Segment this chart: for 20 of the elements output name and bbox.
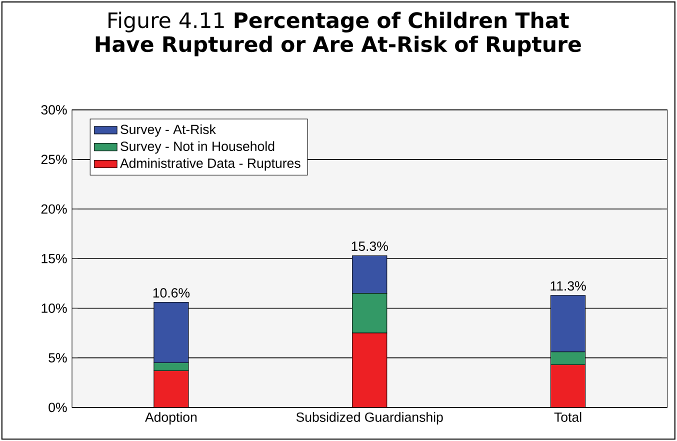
legend-label: Administrative Data - Ruptures xyxy=(120,158,300,171)
total-label: 11.3% xyxy=(550,281,586,291)
y-tick-label: 5% xyxy=(48,353,67,362)
y-tick-label: 25% xyxy=(41,154,67,164)
chart-title: Figure 4.11 Percentage of Children That Have Ruptured or Are At-Risk of Rupture xyxy=(96,12,581,56)
legend-label: Survey - At-Risk xyxy=(120,124,216,137)
x-tick-label: Subsidized Guardianship xyxy=(296,412,443,424)
x-tick-label: Total xyxy=(554,412,582,422)
total-label: 15.3% xyxy=(352,242,388,251)
y-tick-label: 20% xyxy=(41,204,67,214)
bar xyxy=(154,370,189,408)
legend-label: Survey - Not in Household xyxy=(120,141,274,154)
bar xyxy=(550,364,586,408)
total-label: 10.6% xyxy=(153,288,190,298)
bar xyxy=(352,332,388,408)
y-tick-label: 10% xyxy=(42,304,67,313)
y-tick-label: 30% xyxy=(41,105,67,115)
x-tick-label: Adoption xyxy=(145,412,197,424)
y-tick-label: 0% xyxy=(48,402,67,412)
y-tick-label: 15% xyxy=(42,254,67,264)
